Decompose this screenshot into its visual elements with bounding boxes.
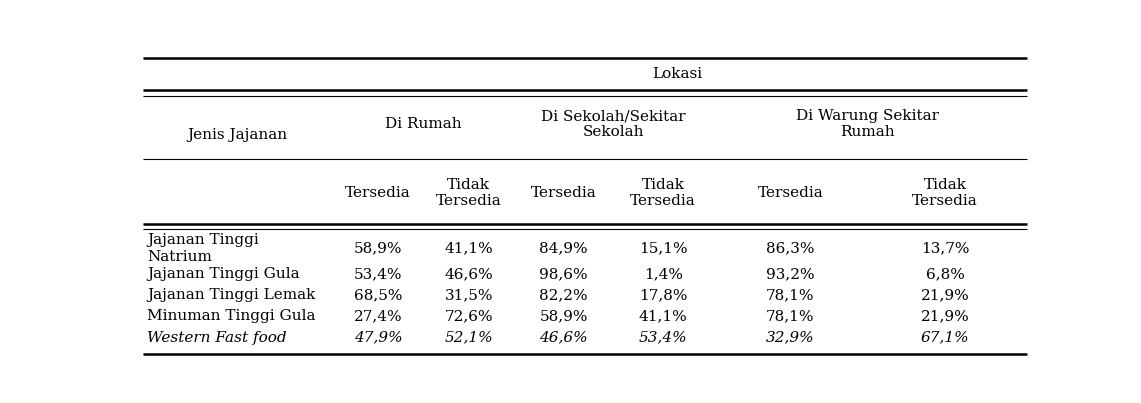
Text: 27,4%: 27,4% <box>354 309 403 323</box>
Text: Lokasi: Lokasi <box>653 67 703 81</box>
Text: 78,1%: 78,1% <box>766 309 815 323</box>
Text: 86,3%: 86,3% <box>766 241 815 256</box>
Text: 21,9%: 21,9% <box>921 309 970 323</box>
Text: 41,1%: 41,1% <box>444 241 493 256</box>
Text: 58,9%: 58,9% <box>540 309 588 323</box>
Text: Di Sekolah/Sekitar
Sekolah: Di Sekolah/Sekitar Sekolah <box>541 109 686 139</box>
Text: Jajanan Tinggi Lemak: Jajanan Tinggi Lemak <box>147 288 315 302</box>
Text: Tidak
Tersedia: Tidak Tersedia <box>913 178 978 208</box>
Text: Western Fast food: Western Fast food <box>147 330 286 345</box>
Text: 1,4%: 1,4% <box>644 267 682 281</box>
Text: Di Rumah: Di Rumah <box>385 117 462 131</box>
Text: 6,8%: 6,8% <box>925 267 964 281</box>
Text: 84,9%: 84,9% <box>540 241 588 256</box>
Text: Tidak
Tersedia: Tidak Tersedia <box>630 178 696 208</box>
Text: Tidak
Tersedia: Tidak Tersedia <box>436 178 502 208</box>
Text: 72,6%: 72,6% <box>444 309 493 323</box>
Text: Di Warung Sekitar
Rumah: Di Warung Sekitar Rumah <box>796 109 939 139</box>
Text: 53,4%: 53,4% <box>639 330 688 345</box>
Text: 41,1%: 41,1% <box>639 309 688 323</box>
Text: Jenis Jajanan: Jenis Jajanan <box>187 128 288 142</box>
Text: 46,6%: 46,6% <box>444 267 493 281</box>
Text: 15,1%: 15,1% <box>639 241 688 256</box>
Text: 13,7%: 13,7% <box>921 241 970 256</box>
Text: 67,1%: 67,1% <box>921 330 970 345</box>
Text: 32,9%: 32,9% <box>766 330 815 345</box>
Text: Jajanan Tinggi
Natrium: Jajanan Tinggi Natrium <box>147 233 259 264</box>
Text: 52,1%: 52,1% <box>444 330 493 345</box>
Text: 93,2%: 93,2% <box>766 267 815 281</box>
Text: Tersedia: Tersedia <box>346 186 411 199</box>
Text: 82,2%: 82,2% <box>540 288 588 302</box>
Text: Minuman Tinggi Gula: Minuman Tinggi Gula <box>147 309 316 323</box>
Text: Jajanan Tinggi Gula: Jajanan Tinggi Gula <box>147 267 300 281</box>
Text: 68,5%: 68,5% <box>354 288 403 302</box>
Text: 53,4%: 53,4% <box>354 267 403 281</box>
Text: Tersedia: Tersedia <box>758 186 823 199</box>
Text: 31,5%: 31,5% <box>445 288 493 302</box>
Text: 98,6%: 98,6% <box>540 267 588 281</box>
Text: 17,8%: 17,8% <box>639 288 688 302</box>
Text: 78,1%: 78,1% <box>766 288 815 302</box>
Text: 47,9%: 47,9% <box>354 330 403 345</box>
Text: 21,9%: 21,9% <box>921 288 970 302</box>
Text: 58,9%: 58,9% <box>354 241 403 256</box>
Text: Tersedia: Tersedia <box>531 186 597 199</box>
Text: 46,6%: 46,6% <box>540 330 588 345</box>
